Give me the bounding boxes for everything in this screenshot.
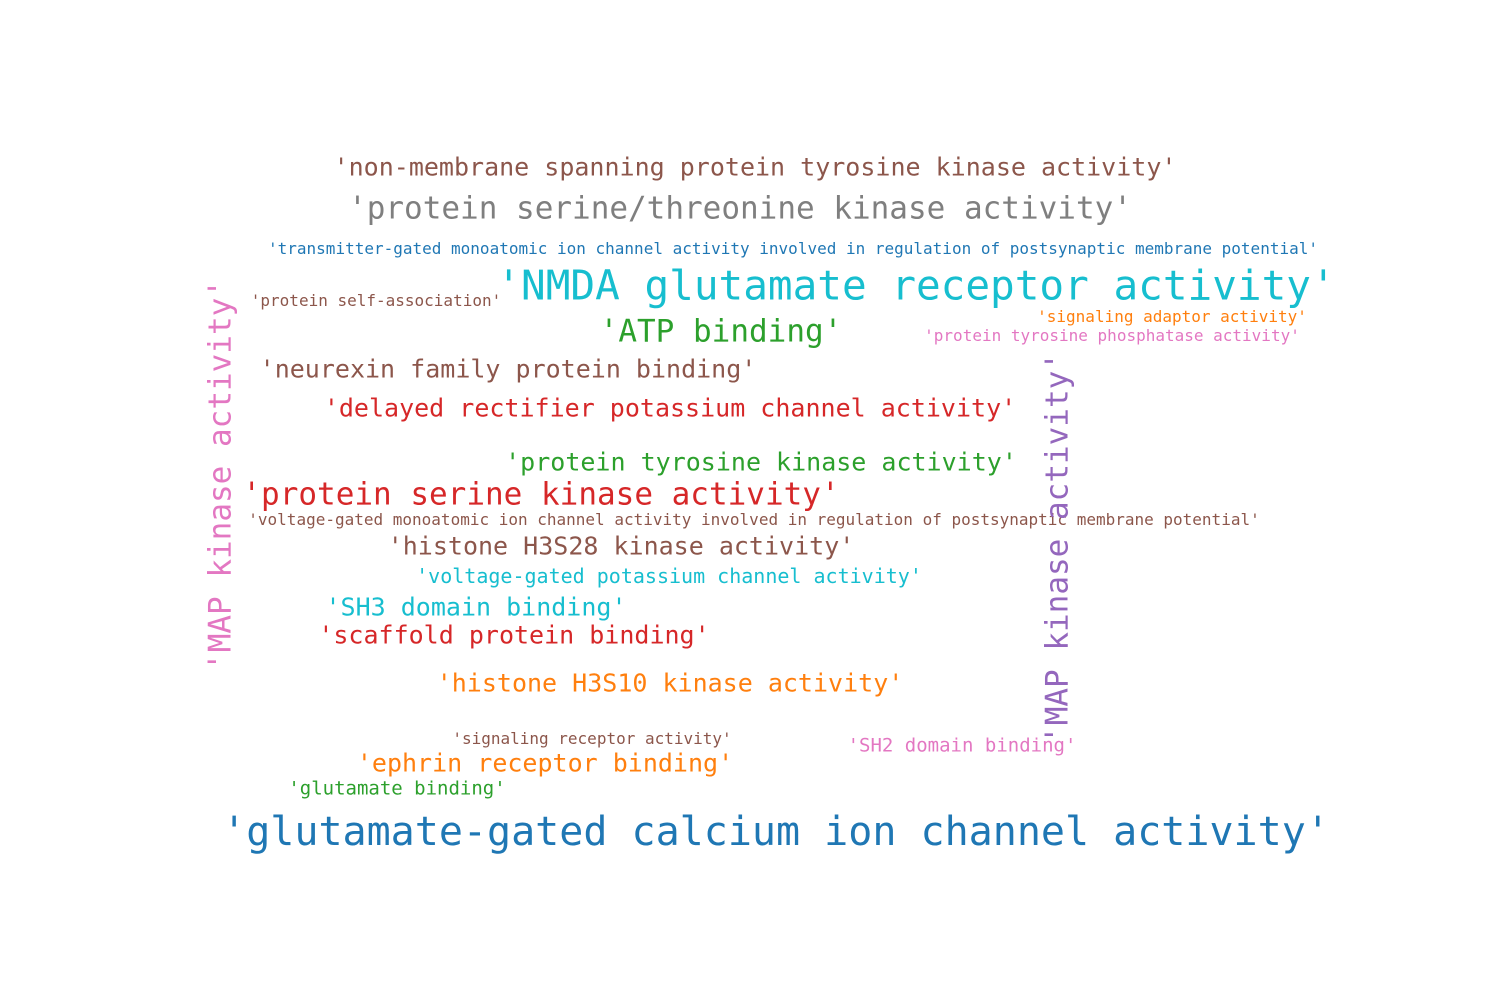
word-protein-serine-threonine-kinase: 'protein serine/threonine kinase activit…	[348, 190, 1132, 227]
word-map-kinase-right: 'MAP kinase activity'	[1039, 352, 1076, 744]
word-nmda-glutamate-receptor: 'NMDA glutamate receptor activity'	[496, 261, 1336, 310]
word-voltage-gated-potassium-channel: 'voltage-gated potassium channel activit…	[416, 564, 922, 588]
word-signaling-receptor: 'signaling receptor activity'	[452, 729, 732, 748]
word-protein-self-association: 'protein self-association'	[250, 291, 502, 310]
word-glutamate-gated-calcium-channel: 'glutamate-gated calcium ion channel act…	[222, 809, 1330, 855]
word-atp-binding: 'ATP binding'	[599, 313, 843, 350]
word-scaffold-protein-binding: 'scaffold protein binding'	[318, 620, 710, 650]
word-transmitter-gated-ion-channel: 'transmitter-gated monoatomic ion channe…	[268, 239, 1318, 258]
word-sh2-domain-binding: 'SH2 domain binding'	[847, 734, 1077, 757]
word-neurexin-family-protein-binding: 'neurexin family protein binding'	[259, 354, 757, 384]
word-histone-h3s28-kinase: 'histone H3S28 kinase activity'	[387, 531, 855, 561]
word-non-membrane-spanning-ptk: 'non-membrane spanning protein tyrosine …	[333, 152, 1177, 182]
word-glutamate-binding: 'glutamate binding'	[288, 777, 506, 800]
word-signaling-adaptor: 'signaling adaptor activity'	[1037, 307, 1307, 326]
word-protein-serine-kinase: 'protein serine kinase activity'	[242, 476, 840, 513]
word-protein-tyrosine-kinase: 'protein tyrosine kinase activity'	[505, 447, 1017, 477]
word-ephrin-receptor-binding: 'ephrin receptor binding'	[356, 748, 734, 778]
word-protein-tyrosine-phosphatase: 'protein tyrosine phosphatase activity'	[924, 326, 1300, 345]
word-map-kinase-left: 'MAP kinase activity'	[202, 279, 239, 671]
word-histone-h3s10-kinase: 'histone H3S10 kinase activity'	[436, 668, 904, 698]
word-sh3-domain-binding: 'SH3 domain binding'	[325, 592, 627, 622]
word-voltage-gated-ion-channel: 'voltage-gated monoatomic ion channel ac…	[248, 510, 1260, 529]
word-delayed-rectifier-potassium: 'delayed rectifier potassium channel act…	[323, 393, 1017, 423]
